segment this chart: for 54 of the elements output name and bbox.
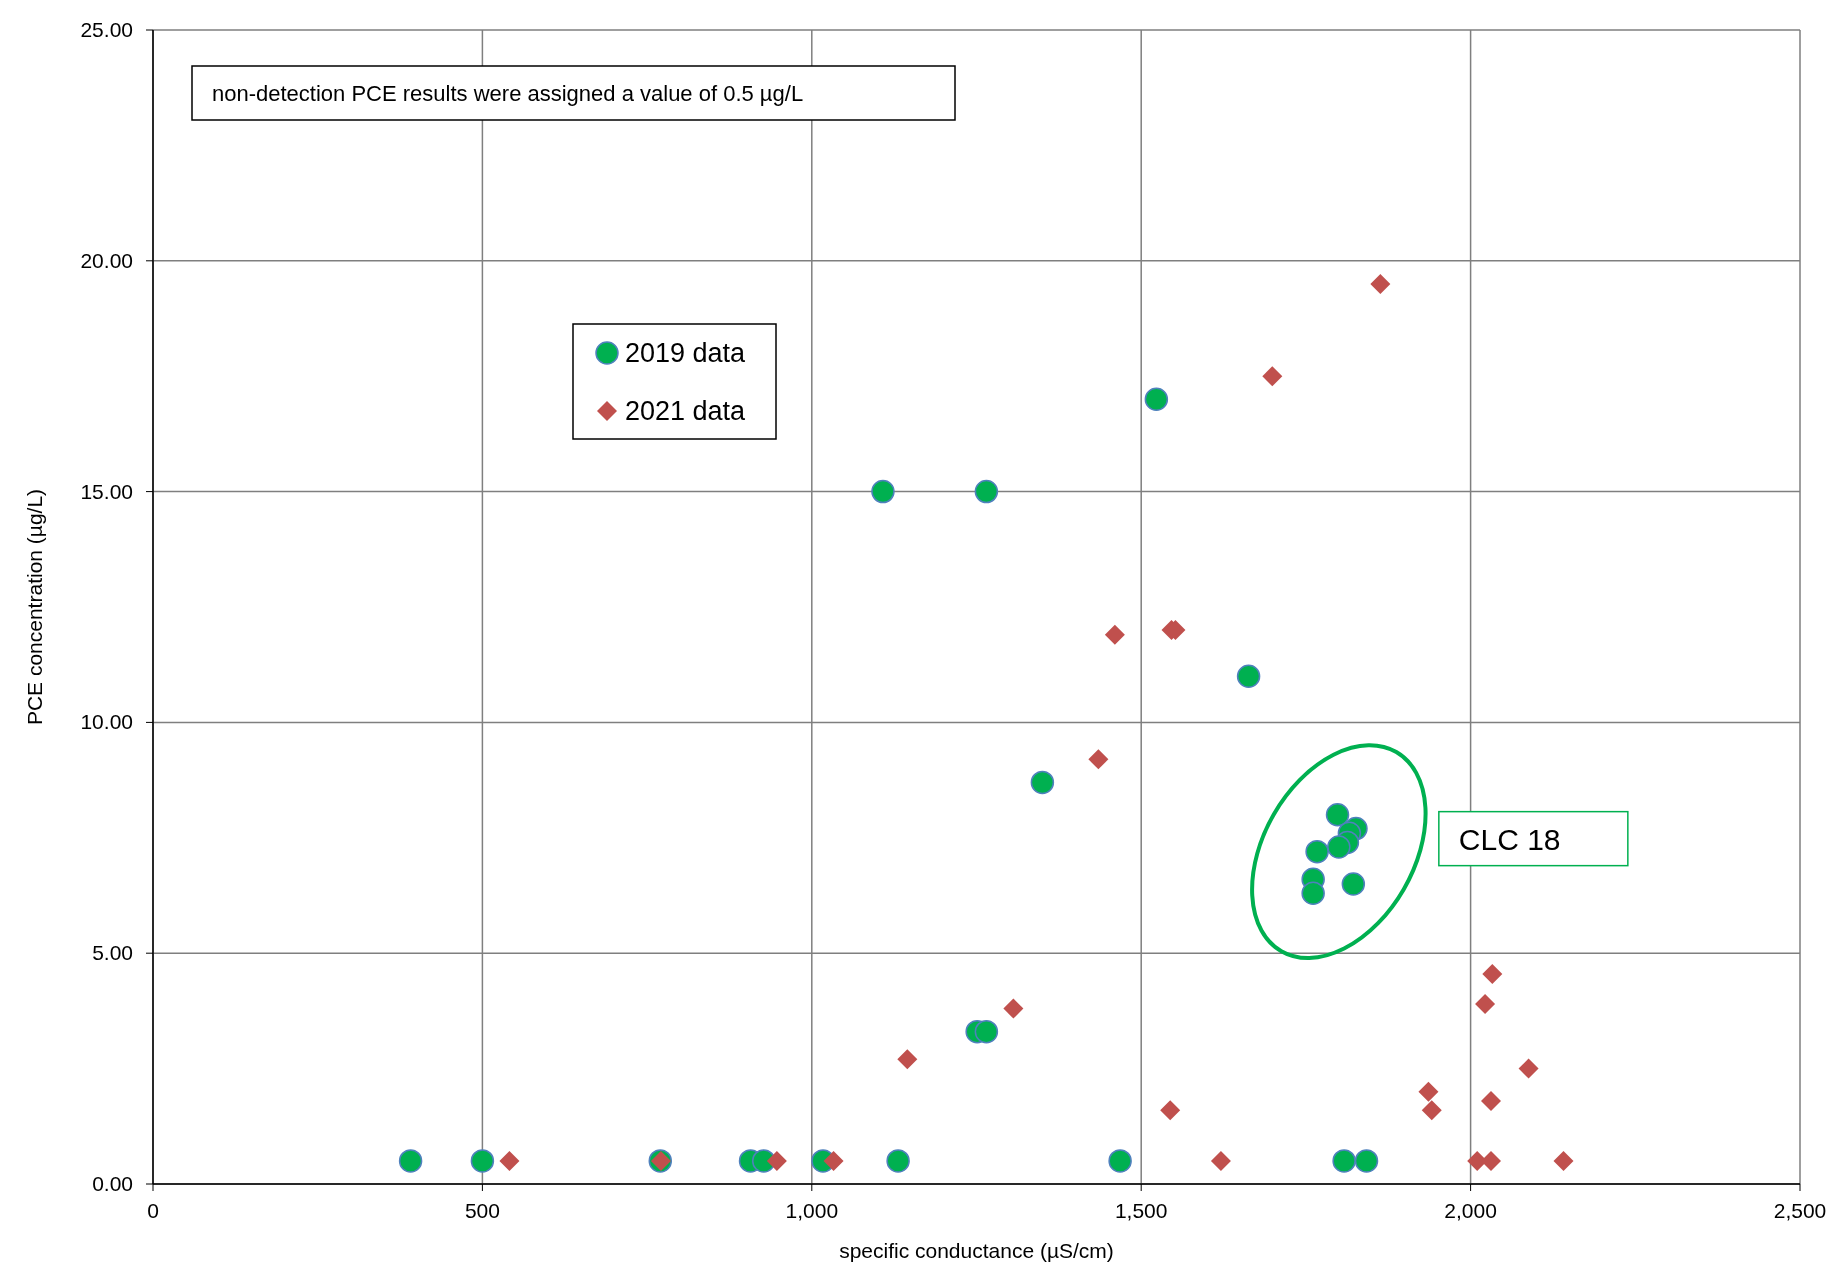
legend-label: 2021 data <box>625 396 747 426</box>
x-tick-label: 500 <box>464 1199 500 1222</box>
point <box>974 479 999 504</box>
point <box>1327 835 1351 859</box>
x-axis-title: specific conductance (µS/cm) <box>839 1239 1114 1262</box>
point <box>766 1150 787 1171</box>
y-tick-label: 25.00 <box>80 18 133 41</box>
point <box>1088 749 1109 770</box>
point <box>886 1149 910 1173</box>
legend-label: 2019 data <box>625 338 747 368</box>
point <box>1482 963 1503 984</box>
point <box>1370 273 1391 294</box>
annotation: non-detection PCE results were assigned a value of 0.5 µg/L <box>212 81 804 106</box>
point <box>1210 1150 1231 1171</box>
y-tick-label: 0.00 <box>92 1172 133 1195</box>
y-axis-title: PCE concentration (µg/L) <box>23 488 46 726</box>
x-tick-label: 2,000 <box>1444 1199 1497 1222</box>
point <box>1030 770 1055 795</box>
y-tick-label: 20.00 <box>80 248 133 272</box>
point <box>1481 1150 1502 1171</box>
point <box>1332 1149 1356 1173</box>
point <box>1354 1149 1379 1173</box>
point <box>470 1149 495 1173</box>
x-tick-label: 1,500 <box>1114 1199 1168 1222</box>
point <box>1421 1100 1442 1121</box>
point <box>1418 1081 1439 1102</box>
point <box>1341 872 1366 896</box>
point <box>1104 624 1125 645</box>
y-tick-label: 5.00 <box>92 941 133 965</box>
annotation: CLC 18 <box>1458 822 1561 856</box>
point <box>1325 802 1350 827</box>
y-tick-label: 15.00 <box>80 479 133 503</box>
point <box>1305 839 1329 864</box>
point <box>1003 998 1024 1019</box>
point <box>1160 1100 1181 1121</box>
point <box>1481 1090 1502 1111</box>
point <box>1144 387 1169 412</box>
point <box>499 1150 520 1171</box>
point <box>398 1149 423 1173</box>
point <box>1301 881 1325 905</box>
x-tick-label: 0 <box>147 1199 159 1222</box>
x-tick-label: 1,000 <box>785 1199 839 1222</box>
point <box>871 479 895 504</box>
x-tick-label: 2,500 <box>1773 1199 1827 1222</box>
point <box>1518 1058 1539 1079</box>
point <box>823 1150 844 1171</box>
y-tick-label: 10.00 <box>80 710 133 734</box>
point <box>1553 1150 1574 1171</box>
point <box>1108 1149 1132 1173</box>
point <box>1262 366 1283 387</box>
point <box>1236 664 1261 688</box>
point <box>974 1019 999 1044</box>
point <box>1475 993 1496 1014</box>
point <box>897 1049 918 1070</box>
